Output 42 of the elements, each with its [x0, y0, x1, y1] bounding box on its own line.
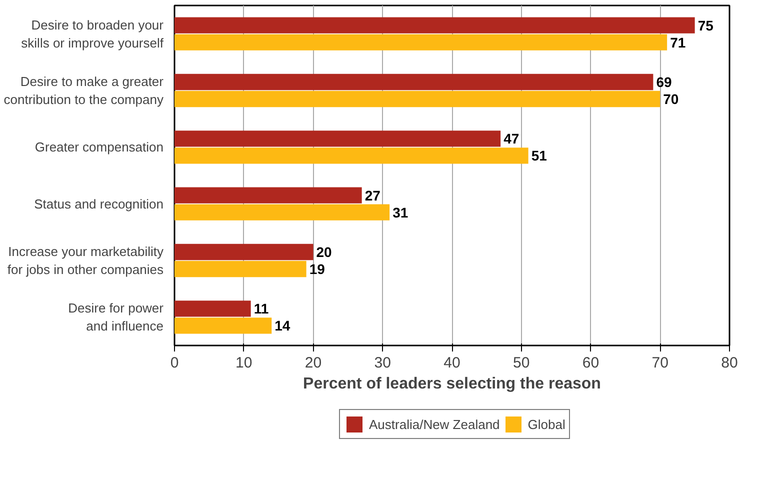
legend-label: Global	[528, 416, 566, 432]
data-label: 51	[531, 148, 548, 164]
x-tick-label: 40	[444, 354, 460, 372]
bar	[174, 318, 272, 334]
x-tick-label: 60	[582, 354, 600, 372]
y-tick-label: Desire to make a greater contribution to the company	[4, 74, 164, 107]
y-tick-label: Increase your marketability for jobs in other companies	[7, 244, 164, 277]
data-label: 27	[364, 187, 381, 204]
y-tick-label: Desire to broaden your skills or improve yourself	[21, 17, 164, 50]
x-tick-label: 0	[170, 354, 179, 372]
y-tick-label: Status and recognition	[34, 196, 164, 212]
x-tick-label: 20	[304, 354, 322, 372]
bar	[174, 90, 660, 108]
bar	[174, 244, 314, 260]
bar	[174, 34, 668, 50]
data-label: 20	[316, 244, 332, 260]
data-label: 47	[504, 130, 520, 147]
data-label: 70	[663, 91, 679, 107]
bar	[174, 187, 362, 204]
legend-label: Australia/New Zealand	[369, 416, 500, 432]
bar	[174, 130, 501, 147]
data-label: 69	[656, 74, 672, 90]
bar	[174, 148, 528, 164]
x-axis-title: Percent of leaders selecting the reason	[303, 376, 601, 392]
data-label: 11	[254, 300, 269, 317]
data-label: 75	[698, 17, 714, 34]
x-tick-label: 10	[236, 354, 252, 372]
x-tick-label: 80	[721, 354, 738, 372]
x-tick-label: 30	[374, 354, 391, 372]
data-label: 19	[309, 261, 326, 277]
bar	[174, 17, 695, 34]
x-tick-label: 70	[652, 354, 668, 372]
bar	[174, 74, 654, 90]
x-tick-label: 50	[513, 354, 530, 372]
data-label: 71	[670, 34, 686, 50]
y-tick-label: Desire for power and influence	[68, 300, 164, 334]
bar	[174, 260, 306, 278]
bar	[174, 300, 251, 317]
data-label: 31	[392, 204, 408, 220]
y-tick-label: Greater compensation	[34, 140, 164, 155]
bar	[174, 204, 390, 220]
data-label: 14	[274, 318, 290, 334]
